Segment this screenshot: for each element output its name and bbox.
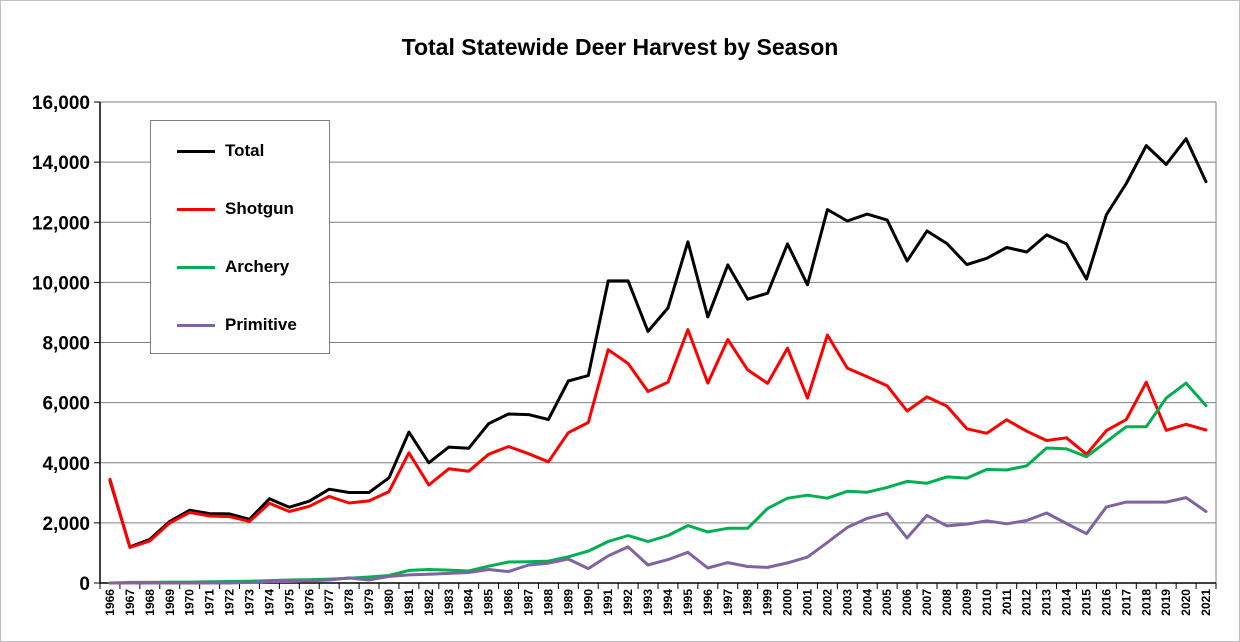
x-tick-label: 2019: [1159, 589, 1173, 616]
x-tick-label: 1986: [502, 589, 516, 616]
y-tick-label: 8,000: [42, 334, 90, 355]
legend-swatch-primitive: [177, 323, 215, 327]
y-tick-label: 10,000: [32, 273, 90, 294]
x-tick-label: 1975: [282, 589, 296, 616]
y-axis-tick-labels: 0 2,000 4,000 6,000 8,000 10,000 12,000 14,000 1…: [32, 93, 90, 595]
legend-swatch-total: [177, 149, 215, 153]
x-tick-label: 2010: [980, 589, 994, 616]
x-tick-label: 1993: [641, 589, 655, 616]
legend-swatch-archery: [177, 265, 215, 269]
x-tick-label: 2006: [900, 589, 914, 616]
x-tick-label: 2008: [940, 589, 954, 616]
y-tick-label: 6,000: [42, 394, 90, 415]
x-tick-label: 2012: [1020, 589, 1034, 616]
x-tick-label: 1982: [422, 589, 436, 616]
x-tick-label: 1998: [741, 589, 755, 616]
x-tick-label: 2003: [840, 589, 854, 616]
x-tick-label: 1967: [123, 589, 137, 616]
x-tick-label: 2016: [1099, 589, 1113, 616]
x-tick-label: 1972: [223, 589, 237, 616]
x-tick-label: 1979: [362, 589, 376, 616]
x-tick-label: 2020: [1179, 589, 1193, 616]
x-tick-label: 1980: [382, 589, 396, 616]
x-tick-label: 1969: [163, 589, 177, 616]
x-tick-label: 2002: [820, 589, 834, 616]
y-tick-label: 0: [79, 574, 90, 595]
x-tick-label: 2000: [781, 589, 795, 616]
legend-item-total: Total: [177, 139, 264, 163]
x-tick-label: 2009: [960, 589, 974, 616]
y-tick-label: 2,000: [42, 514, 90, 535]
series-line-total: [108, 137, 1208, 549]
x-tick-label: 1990: [581, 589, 595, 616]
x-tick-label: 2014: [1060, 589, 1074, 616]
x-tick-label: 1971: [203, 589, 217, 616]
x-tick-label: 1978: [342, 589, 356, 616]
x-tick-label: 2015: [1079, 589, 1093, 616]
chart-title: Total Statewide Deer Harvest by Season: [401, 34, 839, 60]
y-tick-label: 16,000: [32, 93, 90, 114]
x-tick-label: 2013: [1040, 589, 1054, 616]
legend-label-total: Total: [225, 141, 265, 160]
x-tick-label: 1997: [721, 589, 735, 616]
x-tick-label: 2021: [1199, 589, 1213, 616]
y-tick-label: 14,000: [32, 153, 90, 174]
x-axis-tick-labels: 1966 1967 1968 1969 1970 1971 1972 1973 1974 1975…: [103, 589, 1213, 616]
x-tick-label: 1995: [681, 589, 695, 616]
x-tick-label: 1988: [541, 589, 555, 616]
x-tick-label: 2004: [860, 589, 874, 616]
x-tick-label: 1968: [143, 589, 157, 616]
legend-label-primitive: Primitive: [225, 315, 297, 334]
x-tick-label: 1973: [242, 589, 256, 616]
legend-label-shotgun: Shotgun: [225, 199, 294, 218]
x-tick-label: 1991: [601, 589, 615, 616]
x-tick-label: 1996: [701, 589, 715, 616]
x-tick-label: 1992: [621, 589, 635, 616]
x-tick-label: 1987: [521, 589, 535, 616]
x-tick-label: 1970: [183, 589, 197, 616]
series-line-primitive: [108, 496, 1208, 585]
x-tick-label: 1989: [561, 589, 575, 616]
x-tick-label: 1966: [103, 589, 117, 616]
y-tick-label: 4,000: [42, 454, 90, 475]
x-tick-label: 1999: [761, 589, 775, 616]
legend-item-archery: Archery: [177, 255, 289, 279]
legend-item-shotgun: Shotgun: [177, 197, 294, 221]
x-tick-label: 1974: [262, 589, 276, 616]
legend: Total Shotgun Archery Primitive: [150, 120, 330, 354]
x-tick-label: 1994: [661, 589, 675, 616]
x-tick-label: 1976: [302, 589, 316, 616]
series-lines: [108, 137, 1208, 585]
y-tick-label: 12,000: [32, 213, 90, 234]
x-tick-label: 2011: [1000, 589, 1014, 615]
x-tick-label: 1983: [442, 589, 456, 616]
x-tick-label: 2005: [880, 589, 894, 616]
series-line-archery: [108, 381, 1208, 585]
x-tick-label: 1984: [462, 589, 476, 616]
x-tick-label: 1977: [322, 589, 336, 616]
x-tick-label: 2018: [1139, 589, 1153, 616]
series-line-shotgun: [108, 328, 1208, 549]
x-tick-label: 1981: [402, 589, 416, 616]
x-tick-label: 2017: [1119, 589, 1133, 616]
legend-swatch-shotgun: [177, 207, 215, 211]
x-tick-label: 1985: [482, 589, 496, 616]
legend-item-primitive: Primitive: [177, 313, 297, 337]
x-tick-label: 2001: [800, 589, 814, 616]
legend-label-archery: Archery: [225, 257, 290, 276]
x-tick-label: 2007: [920, 589, 934, 616]
